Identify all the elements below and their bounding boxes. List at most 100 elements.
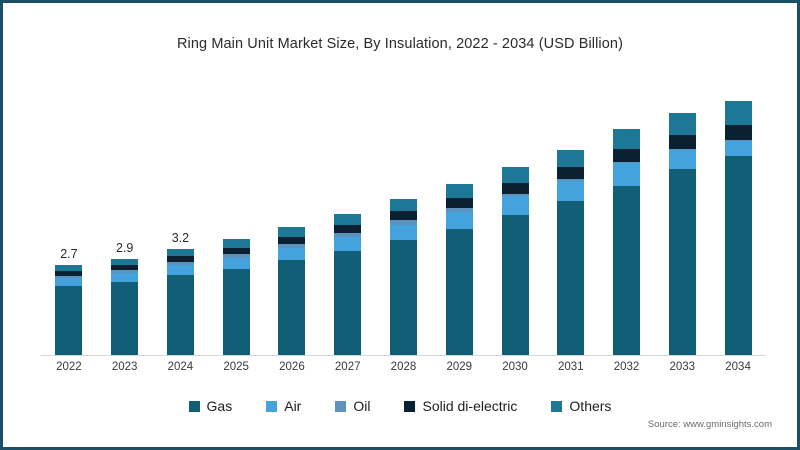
bar-slot[interactable] — [543, 101, 599, 356]
bar-segment-air[interactable] — [613, 163, 641, 186]
bar-segment-air[interactable] — [334, 237, 362, 251]
bar-segment-oil[interactable] — [668, 149, 696, 151]
bar-segment-solid-di-electric[interactable] — [222, 247, 250, 255]
bar-segment-oil[interactable] — [166, 262, 194, 266]
bar-segment-others[interactable] — [166, 248, 194, 257]
stacked-bar[interactable] — [166, 248, 194, 356]
bar-segment-gas[interactable] — [668, 169, 696, 356]
legend-item-gas[interactable]: Gas — [188, 398, 232, 414]
bar-slot[interactable] — [654, 101, 710, 356]
bar-segment-air[interactable] — [166, 265, 194, 276]
bar-segment-oil[interactable] — [613, 162, 641, 164]
legend-item-air[interactable]: Air — [266, 398, 301, 414]
bar-segment-air[interactable] — [389, 224, 417, 240]
bar-segment-solid-di-electric[interactable] — [334, 224, 362, 233]
bar-segment-oil[interactable] — [111, 269, 139, 273]
bar-segment-solid-di-electric[interactable] — [111, 264, 139, 270]
stacked-bar[interactable] — [55, 265, 83, 356]
bar-segment-others[interactable] — [111, 258, 139, 265]
bar-segment-others[interactable] — [557, 149, 585, 168]
bar-segment-oil[interactable] — [334, 232, 362, 238]
bar-segment-gas[interactable] — [445, 228, 473, 356]
legend-item-oil[interactable]: Oil — [335, 398, 370, 414]
bar-segment-solid-di-electric[interactable] — [389, 211, 417, 221]
source-attribution: Source: www.gminsights.com — [647, 419, 772, 430]
bar-segment-oil[interactable] — [389, 220, 417, 225]
bar-segment-others[interactable] — [668, 113, 696, 135]
bar-segment-others[interactable] — [55, 265, 83, 271]
bar-segment-gas[interactable] — [55, 285, 83, 356]
stacked-bar[interactable] — [557, 149, 585, 356]
bar-segment-solid-di-electric[interactable] — [668, 134, 696, 150]
bar-slot[interactable]: 2.7 — [41, 101, 97, 356]
bar-segment-oil[interactable] — [501, 193, 529, 197]
bar-slot[interactable] — [431, 101, 487, 356]
bar-segment-gas[interactable] — [613, 185, 641, 356]
bar-slot[interactable] — [376, 101, 432, 356]
stacked-bar[interactable] — [445, 184, 473, 356]
bar-segment-oil[interactable] — [724, 140, 752, 141]
bar-segment-air[interactable] — [557, 180, 585, 201]
chart-legend: Gas Air Oil Solid di-electric Others — [6, 398, 794, 414]
bar-slot[interactable] — [264, 101, 320, 356]
bar-segment-others[interactable] — [613, 129, 641, 149]
bar-segment-oil[interactable] — [557, 179, 585, 181]
bar-segment-gas[interactable] — [334, 250, 362, 356]
bar-segment-others[interactable] — [278, 227, 306, 237]
bar-segment-air[interactable] — [501, 196, 529, 216]
bar-slot[interactable] — [208, 101, 264, 356]
bar-segment-air[interactable] — [445, 211, 473, 229]
bar-segment-air[interactable] — [111, 272, 139, 282]
bar-segment-air[interactable] — [55, 278, 83, 286]
bar-slot[interactable] — [710, 101, 766, 356]
stacked-bar[interactable] — [668, 113, 696, 356]
bar-slot[interactable]: 2.9 — [97, 101, 153, 356]
bar-segment-air[interactable] — [724, 140, 752, 157]
stacked-bar[interactable] — [222, 239, 250, 356]
bar-segment-solid-di-electric[interactable] — [166, 256, 194, 263]
bar-segment-solid-di-electric[interactable] — [613, 148, 641, 163]
bar-segment-gas[interactable] — [501, 215, 529, 356]
bar-segment-gas[interactable] — [724, 156, 752, 356]
bar-segment-solid-di-electric[interactable] — [724, 124, 752, 141]
bar-segment-oil[interactable] — [278, 243, 306, 248]
stacked-bar[interactable] — [334, 214, 362, 356]
bar-segment-oil[interactable] — [55, 275, 83, 279]
stacked-bar[interactable] — [111, 258, 139, 356]
bar-segment-gas[interactable] — [166, 275, 194, 356]
stacked-bar[interactable] — [278, 227, 306, 356]
x-axis-tick-2032: 2032 — [613, 361, 640, 373]
bar-segment-solid-di-electric[interactable] — [55, 270, 83, 276]
bar-slot[interactable] — [599, 101, 655, 356]
bar-segment-oil[interactable] — [445, 208, 473, 212]
bar-slot[interactable] — [320, 101, 376, 356]
bar-segment-others[interactable] — [724, 101, 752, 125]
bar-segment-gas[interactable] — [111, 281, 139, 356]
bar-segment-air[interactable] — [668, 150, 696, 170]
bar-segment-oil[interactable] — [222, 254, 250, 259]
bar-segment-gas[interactable] — [557, 201, 585, 356]
bar-segment-solid-di-electric[interactable] — [557, 167, 585, 180]
bar-segment-air[interactable] — [278, 248, 306, 261]
stacked-bar[interactable] — [724, 101, 752, 356]
bar-segment-others[interactable] — [334, 214, 362, 225]
stacked-bar[interactable] — [501, 167, 529, 356]
bar-segment-others[interactable] — [222, 239, 250, 248]
bar-slot[interactable] — [487, 101, 543, 356]
bar-slot[interactable]: 3.2 — [153, 101, 209, 356]
bar-segment-gas[interactable] — [222, 268, 250, 356]
legend-item-solid-di-electric[interactable]: Solid di-electric — [404, 398, 517, 414]
bar-segment-others[interactable] — [445, 184, 473, 198]
bar-segment-solid-di-electric[interactable] — [445, 198, 473, 209]
legend-item-others[interactable]: Others — [551, 398, 611, 414]
bar-segment-gas[interactable] — [389, 239, 417, 356]
stacked-bar[interactable] — [613, 129, 641, 356]
stacked-bar[interactable] — [389, 199, 417, 356]
bar-segment-gas[interactable] — [278, 260, 306, 356]
bar-segment-solid-di-electric[interactable] — [501, 182, 529, 194]
bar-segment-others[interactable] — [389, 199, 417, 212]
bar-segment-air[interactable] — [222, 258, 250, 269]
bar-segment-solid-di-electric[interactable] — [278, 236, 306, 244]
bar-segment-others[interactable] — [501, 167, 529, 183]
